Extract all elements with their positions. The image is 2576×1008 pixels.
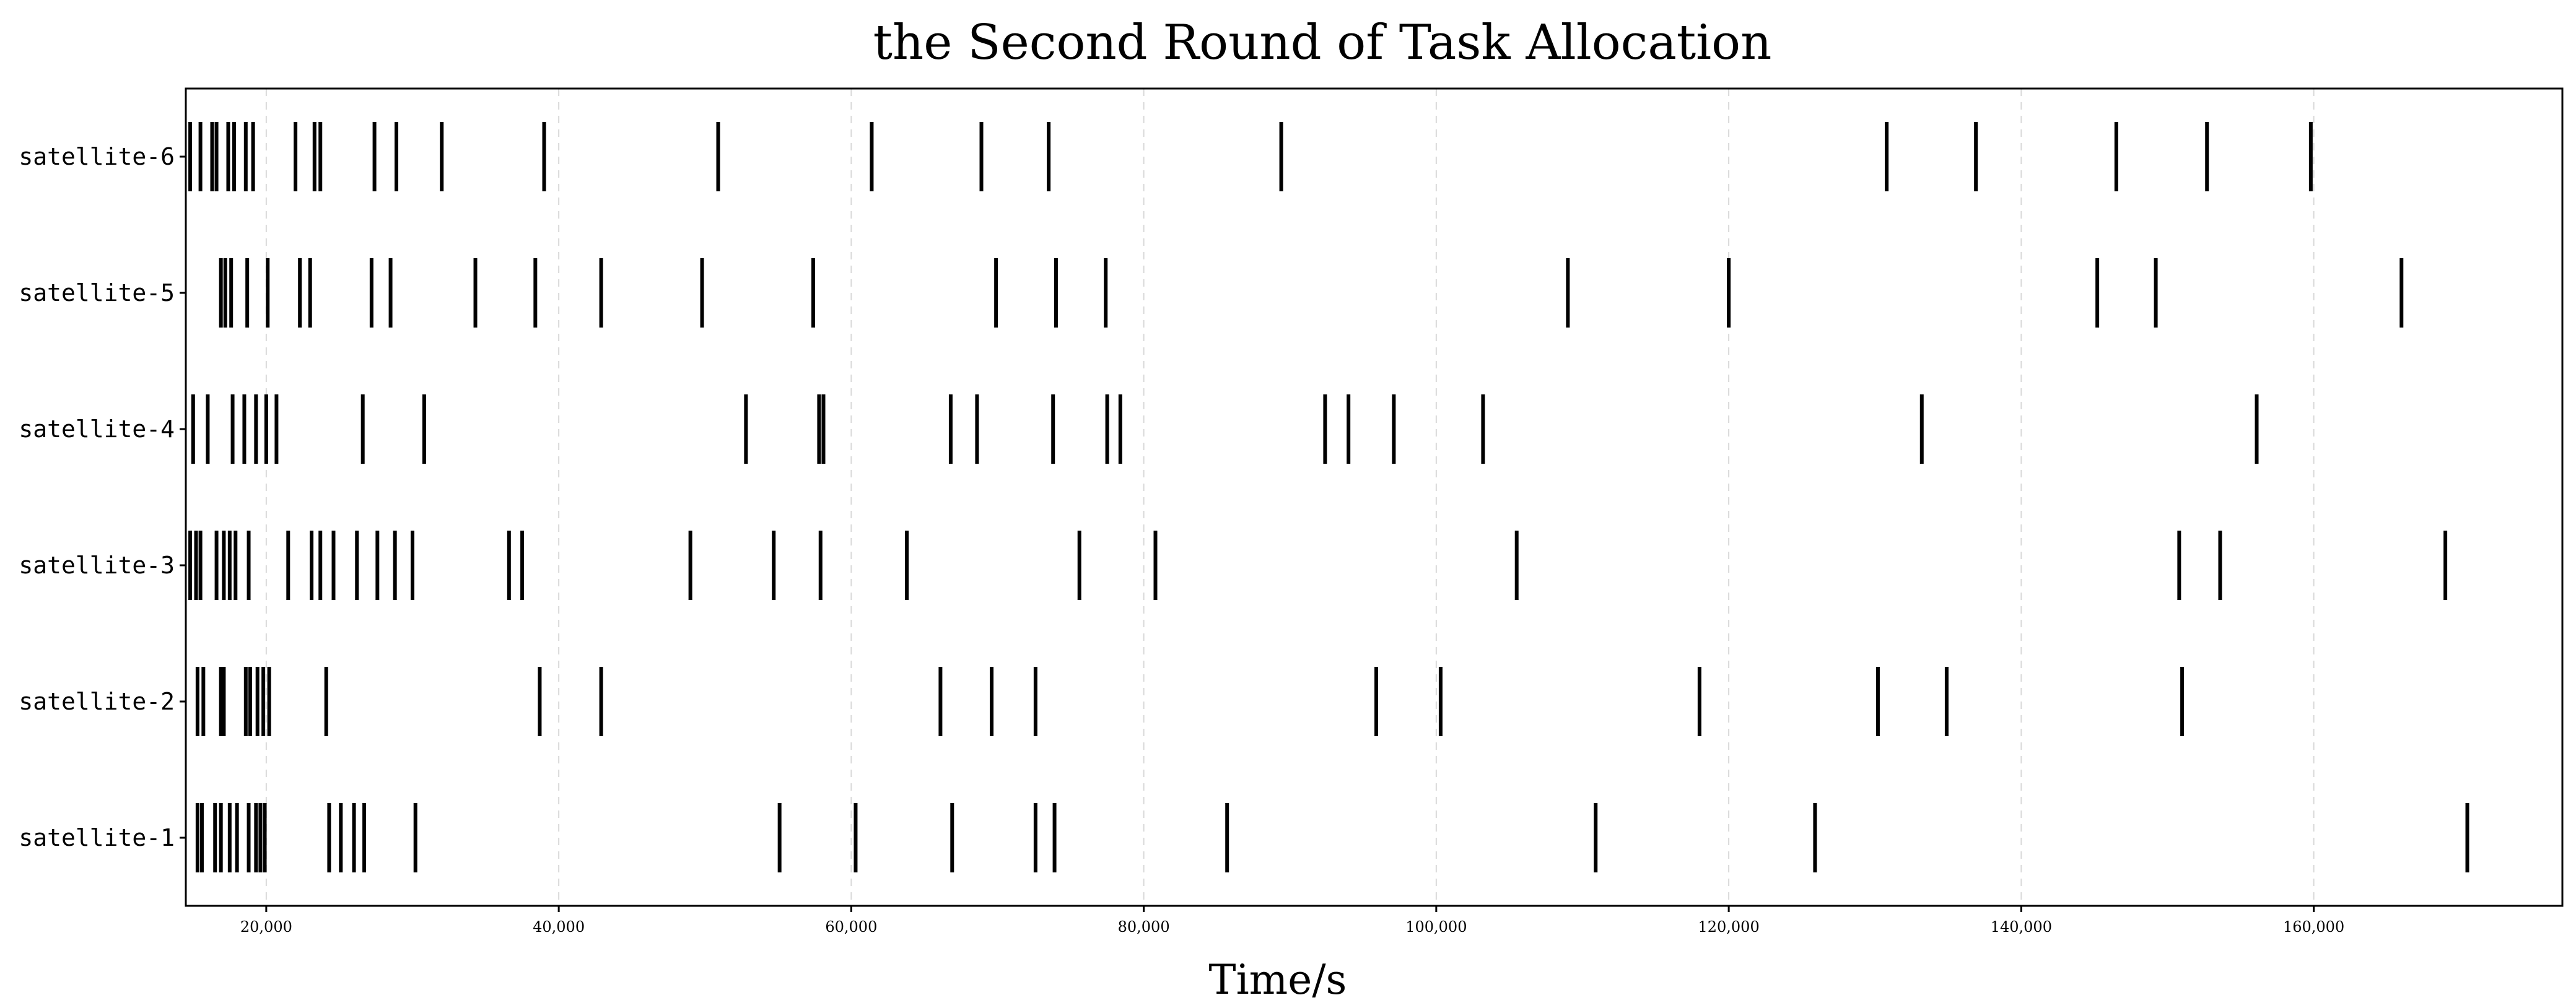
x-axis-label: Time/s [1209,956,1347,1004]
x-tick-label: 100,000 [1405,918,1467,936]
x-tick-label: 140,000 [1991,918,2052,936]
chart-title: the Second Round of Task Allocation [873,15,1772,71]
event-markers [188,122,2469,872]
y-tick-label: satellite-3 [19,552,175,579]
x-tick-label: 160,000 [2283,918,2344,936]
plot-frame [185,87,2564,907]
event-row-satellite-6 [188,122,2313,191]
x-tick-label: 60,000 [825,918,877,936]
event-row-satellite-2 [195,667,2185,736]
event-row-satellite-3 [188,531,2448,600]
x-tick-label: 120,000 [1698,918,1759,936]
event-row-satellite-5 [219,258,2404,328]
x-axis-ticks: 20,000 40,000 60,000 80,000 100,000 120,000 14… [240,906,2344,936]
y-tick-label: satellite-2 [19,688,175,715]
x-tick-label: 40,000 [533,918,585,936]
y-tick-label: satellite-5 [19,279,175,306]
x-tick-label: 20,000 [240,918,292,936]
y-tick-label: satellite-1 [19,824,175,851]
y-tick-label: satellite-4 [19,415,175,443]
x-tick-label: 80,000 [1118,918,1170,936]
y-tick-label: satellite-6 [19,143,175,170]
event-row-satellite-4 [191,394,2259,464]
event-row-satellite-1 [195,803,2469,872]
x-grid-lines [265,89,2315,906]
y-axis-ticks: satellite-6 satellite-5 satellite-4 satelli… [19,143,186,851]
